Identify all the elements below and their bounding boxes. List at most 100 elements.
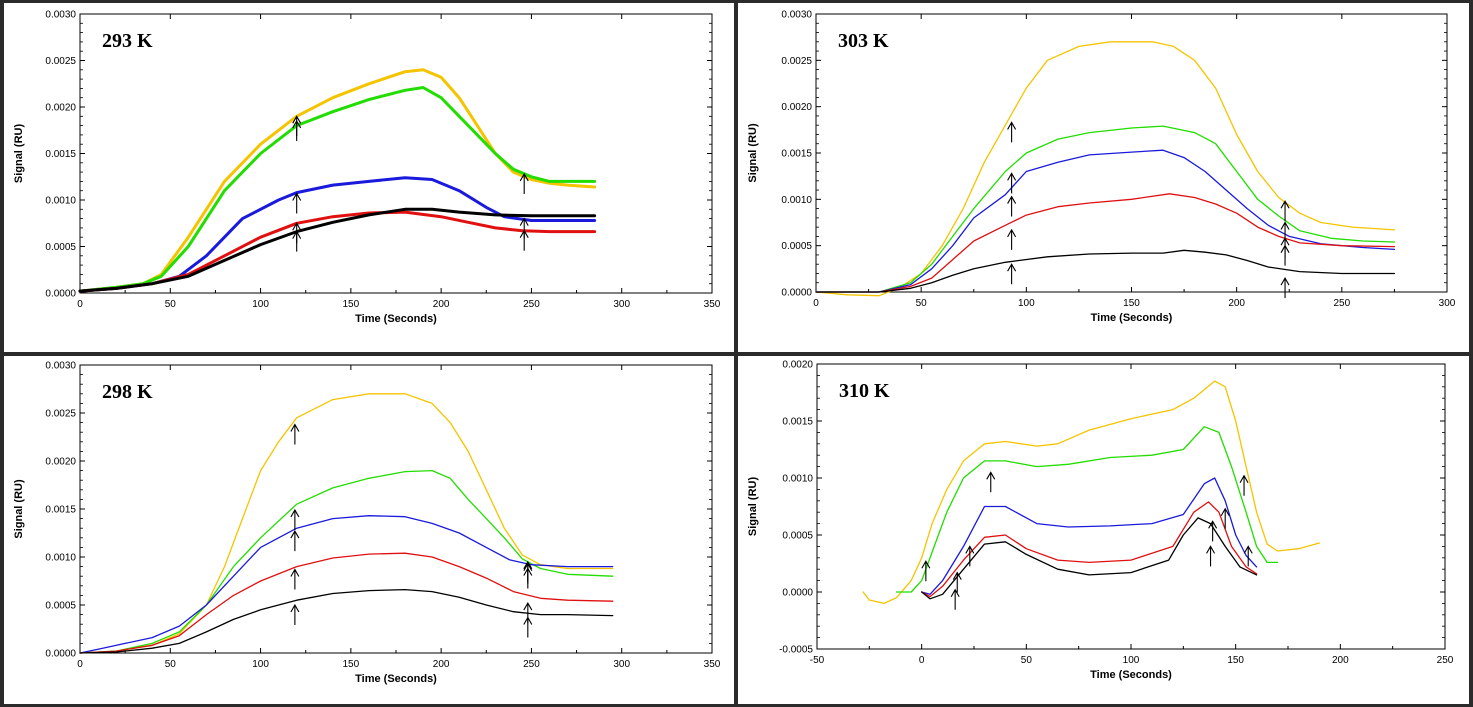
y-tick-label: 0.0015 <box>45 505 76 516</box>
x-tick-label: 50 <box>165 659 177 670</box>
arrow-marker <box>1208 520 1218 542</box>
y-tick-label: 0.0030 <box>781 10 812 21</box>
y-tick-label: 0.0005 <box>45 601 76 612</box>
chart-title: 293 K <box>102 30 153 52</box>
chart-panel-310k: -50 0 50 100 150 200 250 -0.0005 0.0000 0.0005 0.0… <box>738 356 1469 704</box>
y-tick-label: 0.0020 <box>45 457 76 468</box>
x-tick-label: 50 <box>1021 655 1033 666</box>
series-line-1 <box>78 68 597 293</box>
y-tick-label: 0.0015 <box>45 149 76 160</box>
chart-303k: 0 50 100 150 200 250 300 0.0000 0.0005 0.0010 0.00… <box>747 10 1456 325</box>
x-tick-label: 150 <box>1227 655 1244 666</box>
x-tick-label: 300 <box>613 659 630 670</box>
plot-frame <box>816 363 1446 650</box>
x-tick-label: 350 <box>704 299 721 310</box>
x-tick-label: 350 <box>704 659 721 670</box>
arrow-marker <box>921 560 931 582</box>
arrow-marker <box>523 567 533 589</box>
series-line-5 <box>921 517 1258 600</box>
y-tick-label: -0.0005 <box>779 645 813 656</box>
arrow-marker <box>1280 276 1290 299</box>
chart-title: 298 K <box>102 381 153 403</box>
x-tick-label: 150 <box>343 299 360 310</box>
x-tick-label: 300 <box>1439 298 1456 309</box>
arrow-marker <box>1007 121 1017 143</box>
y-tick-label: 0.0025 <box>781 56 812 67</box>
y-tick-label: 0.0025 <box>45 409 76 420</box>
y-tick-label: 0.0000 <box>781 288 812 299</box>
arrow-marker <box>292 119 302 141</box>
y-tick-label: 0.0000 <box>782 588 813 599</box>
chart-title: 310 K <box>839 380 890 402</box>
arrow-marker <box>1220 507 1230 529</box>
x-tick-label: 100 <box>1018 298 1035 309</box>
y-tick-label: 0.0005 <box>781 241 812 252</box>
y-tick-label: 0.0020 <box>45 103 76 114</box>
series-line-3 <box>921 477 1258 595</box>
chart-298k: 0 50 100 150 200 250 300 350 0.0000 0.0005 0.0010 0… <box>13 361 721 686</box>
x-tick-label: 150 <box>343 659 360 670</box>
series-line-2 <box>895 426 1279 593</box>
x-axis-label: Time (Seconds) <box>355 673 437 685</box>
y-axis-label: Signal (RU) <box>747 477 759 537</box>
series-line-4 <box>79 552 614 654</box>
plot-frame <box>79 13 713 294</box>
chart-panel-298k: 0 50 100 150 200 250 300 350 0.0000 0.0005 0.0010 0… <box>4 356 734 704</box>
arrow-marker <box>1206 545 1216 567</box>
arrow-marker <box>1280 244 1290 266</box>
arrow-marker <box>1007 172 1017 194</box>
y-tick-label: 0.0030 <box>45 10 76 21</box>
series-line-2 <box>79 469 614 654</box>
arrow-marker <box>519 229 529 251</box>
series-line-5 <box>79 588 614 654</box>
y-tick-label: 0.0020 <box>782 360 813 371</box>
series-line-5 <box>78 207 597 293</box>
chart-panel-303k: 0 50 100 150 200 250 300 0.0000 0.0005 0.0010 0.00… <box>738 3 1469 352</box>
x-tick-label: 50 <box>165 299 177 310</box>
y-tick-label: 0.0030 <box>45 361 76 372</box>
arrow-marker <box>1007 228 1017 250</box>
chart-panel-293k: 0 50 100 150 200 250 300 350 0.0000 0.0005 0.0010 0… <box>4 3 734 352</box>
arrow-marker <box>950 588 960 610</box>
arrow-marker <box>519 172 529 194</box>
arrow-marker <box>292 230 302 252</box>
x-tick-label: 100 <box>252 299 269 310</box>
arrow-marker <box>986 471 996 493</box>
arrow-marker <box>290 529 300 552</box>
arrow-marker <box>1007 195 1017 217</box>
series-line-5 <box>815 249 1396 293</box>
x-axis-label: Time (Seconds) <box>355 313 437 325</box>
y-tick-label: 0.0015 <box>782 417 813 428</box>
y-tick-label: 0.0005 <box>45 242 76 253</box>
chart-title: 303 K <box>838 30 889 52</box>
arrow-marker <box>952 571 962 593</box>
arrow-marker <box>965 545 975 567</box>
arrow-marker <box>1280 200 1290 222</box>
y-axis-label: Signal (RU) <box>13 124 25 184</box>
y-tick-label: 0.0015 <box>781 149 812 160</box>
x-tick-label: 250 <box>1437 655 1454 666</box>
arrow-marker <box>290 423 300 445</box>
y-tick-label: 0.0025 <box>45 56 76 67</box>
arrow-marker <box>1239 474 1249 496</box>
x-axis-label: Time (Seconds) <box>1091 312 1173 324</box>
arrow-marker <box>523 616 533 638</box>
x-tick-label: 0 <box>813 298 819 309</box>
x-tick-label: 0 <box>919 655 925 666</box>
x-tick-label: 100 <box>252 659 269 670</box>
y-axis-label: Signal (RU) <box>13 479 25 539</box>
x-tick-label: 250 <box>523 299 540 310</box>
arrow-marker <box>1007 263 1017 285</box>
y-tick-label: 0.0010 <box>781 195 812 206</box>
y-axis-label: Signal (RU) <box>747 123 759 183</box>
chart-293k: 0 50 100 150 200 250 300 350 0.0000 0.0005 0.0010 0… <box>13 10 721 326</box>
y-tick-label: 0.0010 <box>45 196 76 207</box>
series-line-3 <box>79 515 614 654</box>
y-tick-label: 0.0000 <box>45 649 76 660</box>
arrow-marker <box>292 192 302 214</box>
arrow-marker <box>1243 545 1253 567</box>
x-tick-label: 300 <box>613 299 630 310</box>
plot-frame <box>815 13 1448 293</box>
x-tick-label: 250 <box>1333 298 1350 309</box>
x-axis-label: Time (Seconds) <box>1090 669 1172 681</box>
